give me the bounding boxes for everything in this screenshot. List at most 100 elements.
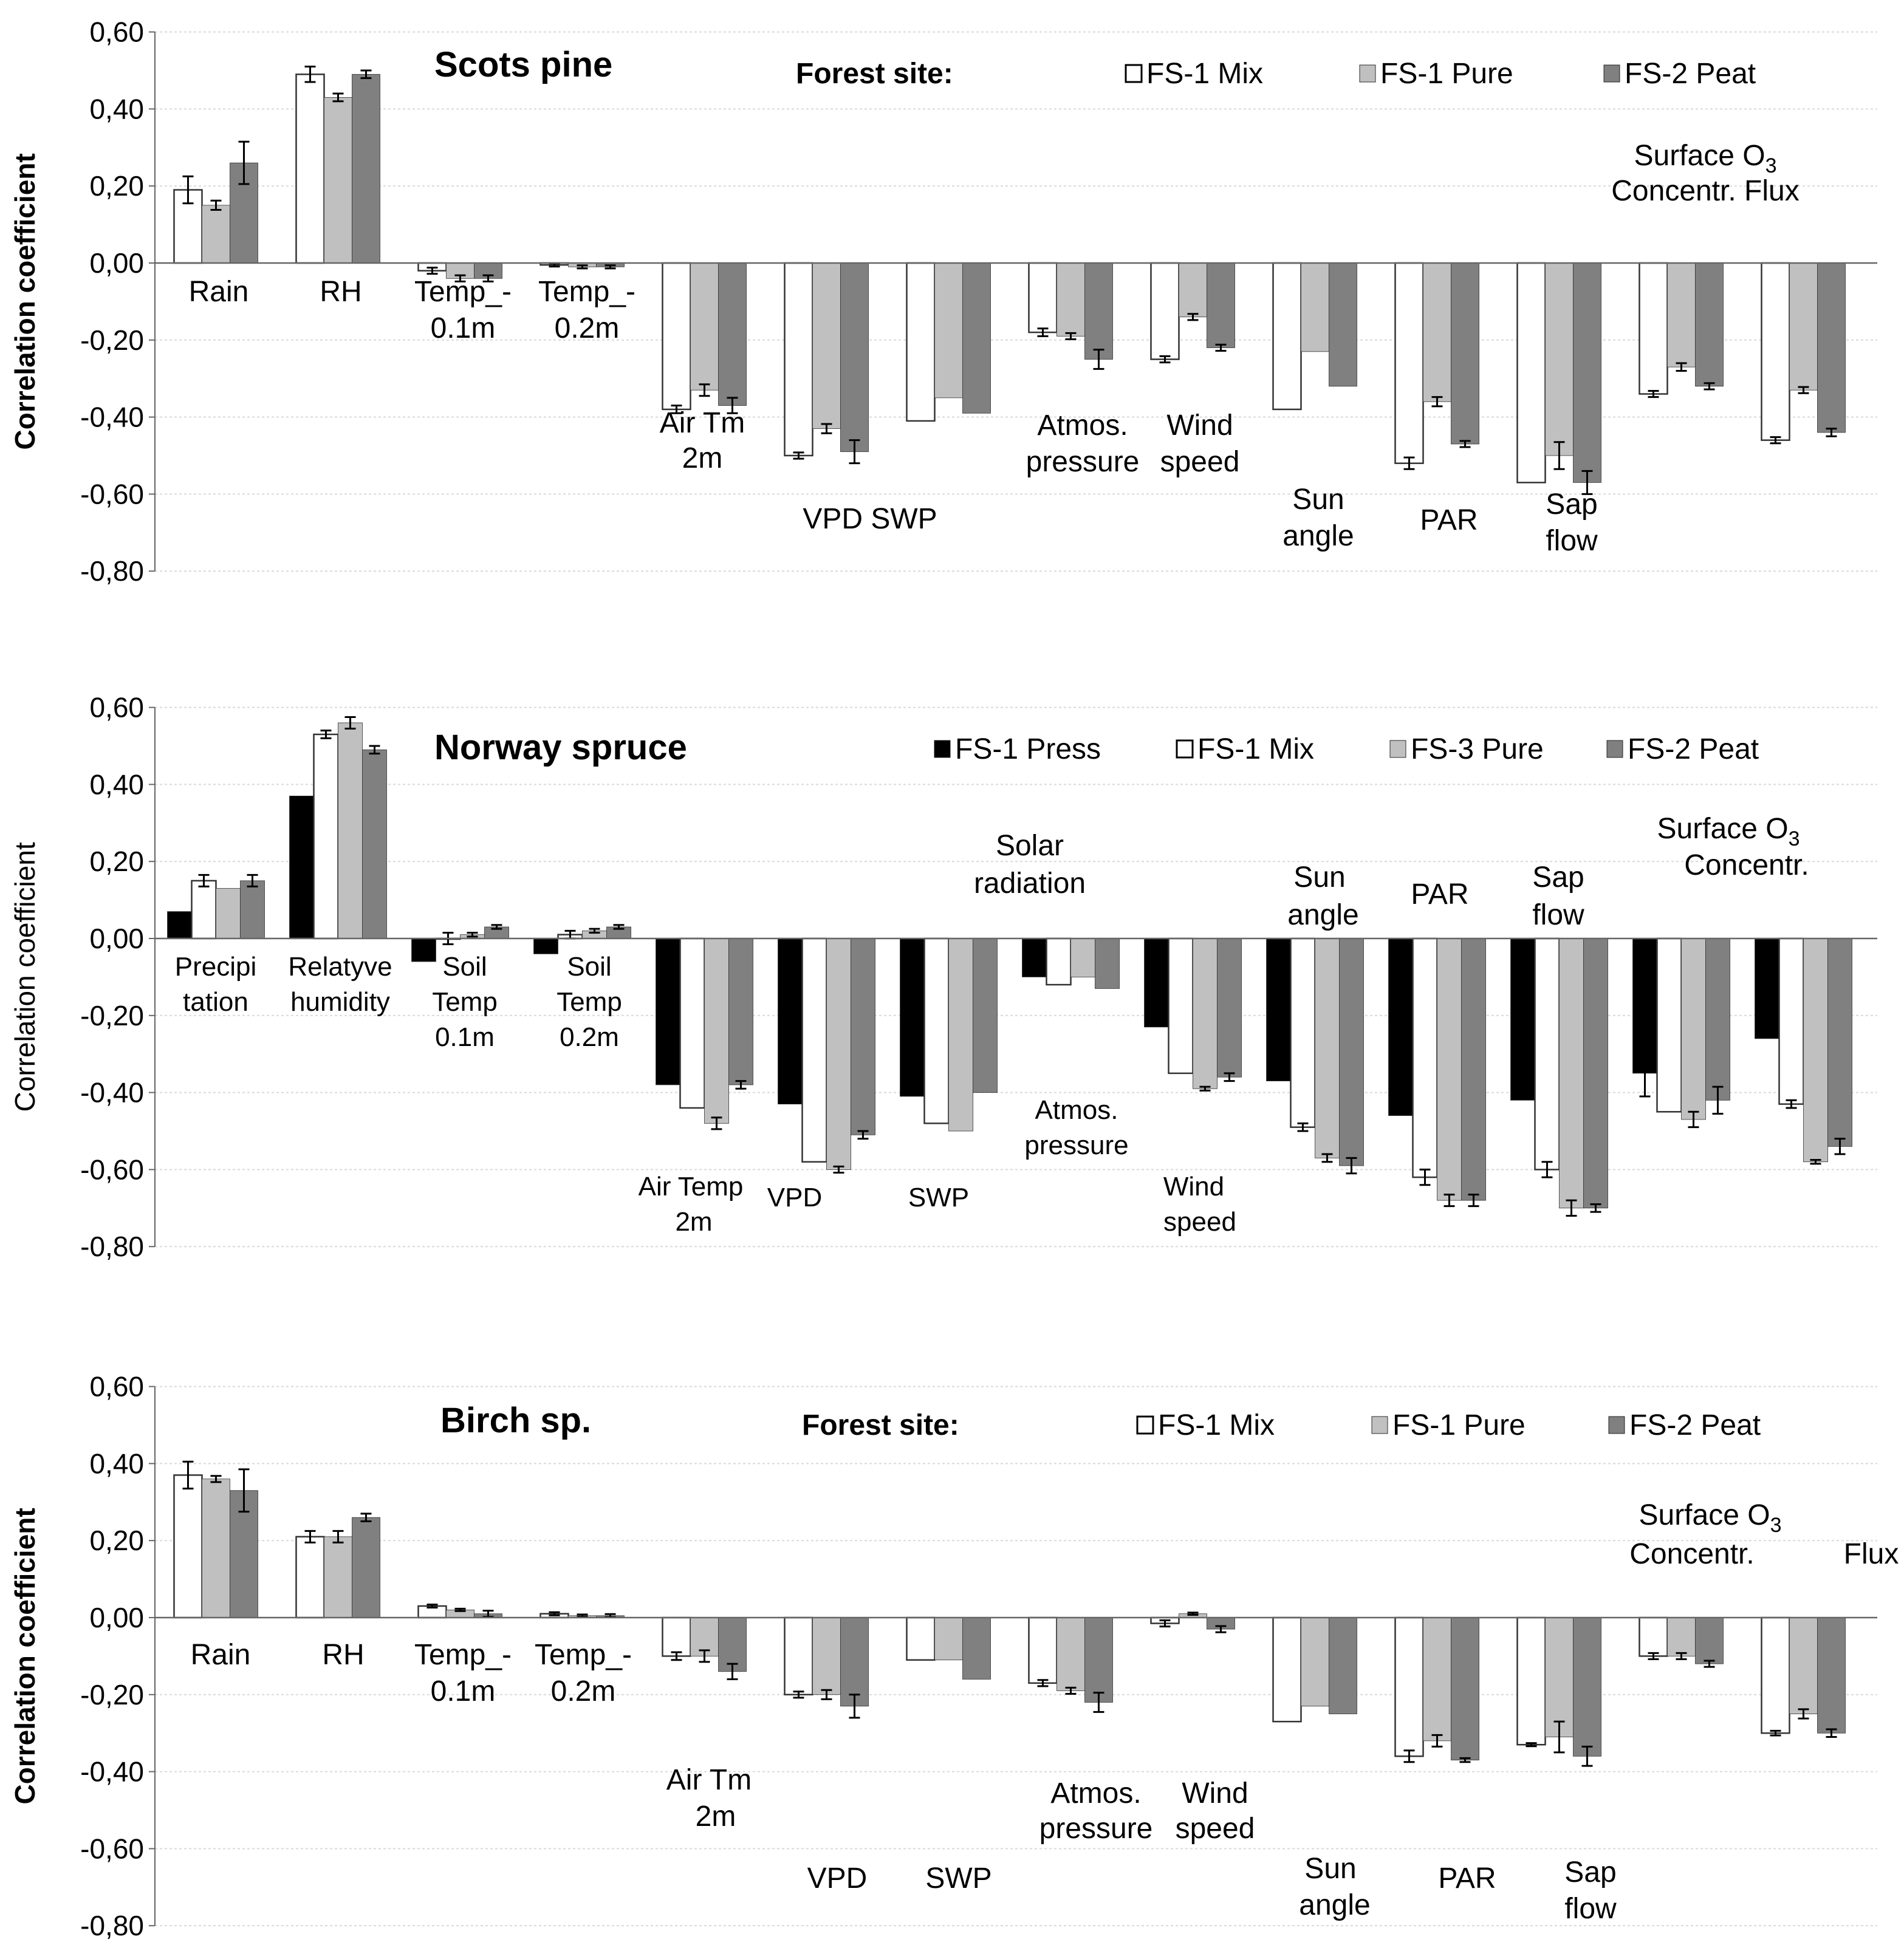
bar <box>728 938 753 1085</box>
category-label: Temp_- <box>414 1639 512 1671</box>
bar <box>784 262 813 457</box>
category-label: Soil <box>442 952 487 982</box>
bar <box>1423 262 1451 402</box>
bar <box>923 937 950 1124</box>
category-label: Sap <box>1546 488 1597 521</box>
legend-swatch <box>1371 1416 1388 1434</box>
y-tick-label: -0,20 <box>80 324 144 356</box>
bar <box>362 749 387 939</box>
category-label: 2m <box>682 442 723 474</box>
legend-label: FS-2 Peat <box>1625 58 1756 90</box>
bar <box>1639 262 1668 395</box>
bar <box>948 938 973 1132</box>
y-tick-label: -0,40 <box>80 402 144 433</box>
chart-title: Scots pine <box>434 45 612 84</box>
bar <box>801 937 827 1163</box>
y-tick-label: 0,40 <box>89 768 144 800</box>
chart-title: Birch sp. <box>440 1401 591 1440</box>
category-label: angle <box>1287 899 1358 931</box>
bar <box>1656 937 1682 1113</box>
category-label: radiation <box>974 867 1086 900</box>
legend-label: FS-1 Mix <box>1146 58 1263 90</box>
y-tick-label: 0,00 <box>89 1602 144 1633</box>
category-label: 0.1m <box>435 1022 495 1052</box>
bar <box>1315 938 1340 1158</box>
legend-heading: Forest site: <box>802 1409 959 1441</box>
bar <box>704 938 729 1124</box>
bar <box>1290 937 1316 1128</box>
category-label: 0.2m <box>551 1675 616 1707</box>
category-label: 2m <box>696 1800 736 1833</box>
category-label: VPD <box>807 1862 868 1895</box>
category-label: pressure <box>1026 446 1140 478</box>
category-label: Air Tm <box>666 1764 752 1796</box>
bar <box>690 262 719 391</box>
y-tick-label: -0,60 <box>80 1154 144 1185</box>
bar <box>216 888 241 939</box>
bar <box>1461 938 1486 1201</box>
legend-label: FS-2 Peat <box>1628 733 1759 765</box>
bar <box>533 938 558 954</box>
bar <box>1150 262 1180 360</box>
category-label: SWP <box>908 1183 969 1212</box>
bar <box>851 938 875 1135</box>
bar <box>656 938 680 1085</box>
bar <box>191 880 217 940</box>
bar <box>1028 262 1058 333</box>
bar <box>1545 262 1574 456</box>
category-label: SWP <box>925 1862 991 1895</box>
bar <box>906 1616 936 1661</box>
category-label: Solar <box>996 830 1064 862</box>
bar <box>1329 262 1357 387</box>
bar <box>1705 938 1730 1101</box>
bar <box>1179 262 1207 318</box>
category-label: Sun <box>1293 861 1345 894</box>
y-tick-label: -0,20 <box>80 1000 144 1031</box>
bar <box>778 938 803 1105</box>
category-label: 0.1m <box>431 1675 496 1707</box>
bar <box>1761 262 1790 441</box>
bar <box>1272 262 1302 411</box>
legend-swatch <box>1176 739 1194 759</box>
category-label: Concentr. <box>1684 849 1809 881</box>
category-label: speed <box>1160 446 1240 478</box>
category-label: pressure <box>1039 1813 1153 1845</box>
category-label: PAR <box>1411 878 1468 911</box>
bar <box>1583 938 1608 1209</box>
bar <box>1639 1616 1668 1657</box>
y-tick-label: 0,40 <box>89 93 144 125</box>
bar <box>1217 938 1242 1078</box>
category-label: Air Tm <box>660 407 745 439</box>
bar <box>1667 1617 1696 1656</box>
legend-swatch <box>1603 64 1620 83</box>
bar <box>1545 1617 1574 1737</box>
legend-label: FS-1 Press <box>955 733 1101 765</box>
panel-birch: 0,60 0,40 0,20 0,00 -0,20 -0,40 -0,60 -0,80 Corr… <box>9 1371 1899 1942</box>
category-label: flow <box>1532 899 1584 931</box>
bar <box>1761 1616 1790 1734</box>
bar <box>1084 262 1113 360</box>
legend-swatch <box>1125 64 1143 83</box>
bar <box>1144 938 1169 1028</box>
y-axis-label: Correlation coefficient <box>9 1508 41 1804</box>
y-axis-label: Correlation coefficient <box>9 842 41 1112</box>
subscript-3: 3 <box>1789 827 1800 850</box>
category-label: Temp <box>556 987 622 1017</box>
bar <box>1817 1617 1846 1734</box>
legend-label: FS-1 Pure <box>1380 58 1513 90</box>
bar <box>1046 937 1072 986</box>
bar <box>962 1617 991 1680</box>
bar <box>1681 938 1706 1120</box>
category-label: Relatyve <box>288 952 392 982</box>
bar <box>1394 1616 1424 1757</box>
category-label: Wind <box>1163 1172 1224 1202</box>
category-label: 0.1m <box>431 312 496 344</box>
bar <box>289 796 314 939</box>
category-label: RH <box>320 276 361 308</box>
bar <box>1423 1617 1451 1742</box>
bar <box>1803 938 1828 1163</box>
y-tick-label: 0,20 <box>89 170 144 202</box>
y-tick-label: 0,60 <box>89 1371 144 1403</box>
legend-heading: Forest site: <box>796 58 953 90</box>
